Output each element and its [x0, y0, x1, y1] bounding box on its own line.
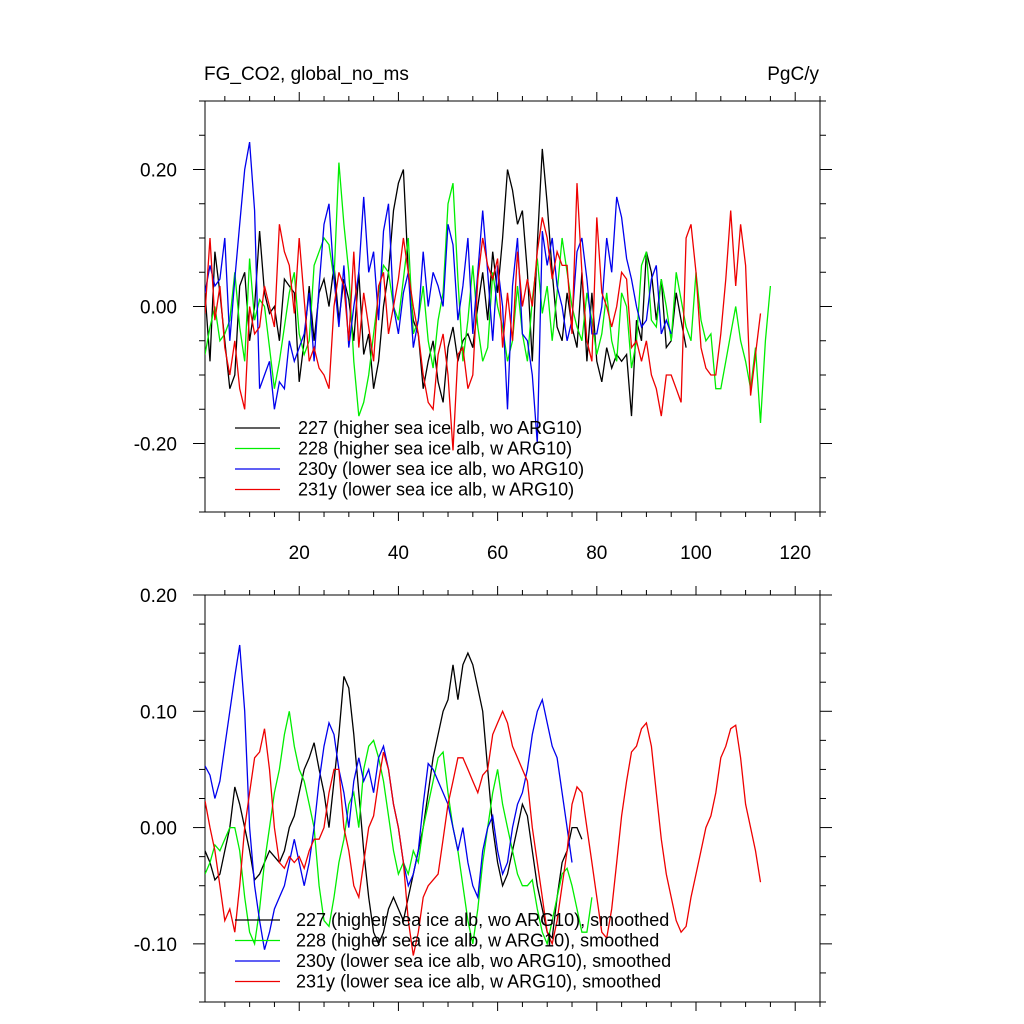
y-tick-label: 0.10 — [140, 702, 177, 723]
series-line-2 — [205, 162, 772, 423]
legend-label: 230y (lower sea ice alb, wo ARG10) — [298, 459, 584, 479]
x-tick-label: 40 — [388, 543, 409, 564]
y-tick-label: 0.00 — [140, 819, 177, 840]
series-line-1 — [205, 651, 583, 946]
series-line-4 — [205, 709, 762, 956]
legend-label: 227 (higher sea ice alb, wo ARG10) — [298, 418, 582, 438]
legend-label: 231y (lower sea ice alb, w ARG10), smoot… — [296, 972, 661, 992]
x-tick-label: 80 — [586, 543, 607, 564]
series-line-2 — [205, 711, 593, 947]
y-tick-label: -0.10 — [134, 935, 177, 956]
y-tick-label: 0.20 — [140, 161, 177, 182]
bottom-panel: -0.10 0.00 0.10 0.20 227 (higher sea ice alb… — [134, 586, 832, 1011]
y-tick-label: -0.20 — [134, 435, 177, 456]
x-tick-label: 20 — [289, 543, 310, 564]
legend-label: 230y (lower sea ice alb, wo ARG10), smoo… — [296, 951, 671, 971]
legend-label: 231y (lower sea ice alb, w ARG10) — [298, 480, 574, 500]
y-tick-label: 0.00 — [140, 298, 177, 319]
series-line-1 — [205, 148, 687, 417]
series-line-4 — [205, 183, 762, 451]
chart-title: FG_CO2, global_no_ms — [204, 64, 409, 85]
y-tick-label: 0.20 — [140, 586, 177, 607]
legend-label: 228 (higher sea ice alb, w ARG10) — [298, 439, 572, 459]
units-label: PgC/y — [767, 64, 819, 85]
series-line-3 — [205, 141, 672, 444]
x-tick-label: 60 — [487, 543, 508, 564]
legend-label: 227 (higher sea ice alb, wo ARG10), smoo… — [296, 910, 669, 930]
top-panel: 20 40 60 80 100 120 -0.20 0.00 0.20 227 (higher s… — [134, 92, 832, 564]
legend-label: 228 (higher sea ice alb, w ARG10), smoot… — [296, 931, 659, 951]
x-tick-label: 100 — [680, 543, 712, 564]
x-tick-label: 120 — [779, 543, 811, 564]
